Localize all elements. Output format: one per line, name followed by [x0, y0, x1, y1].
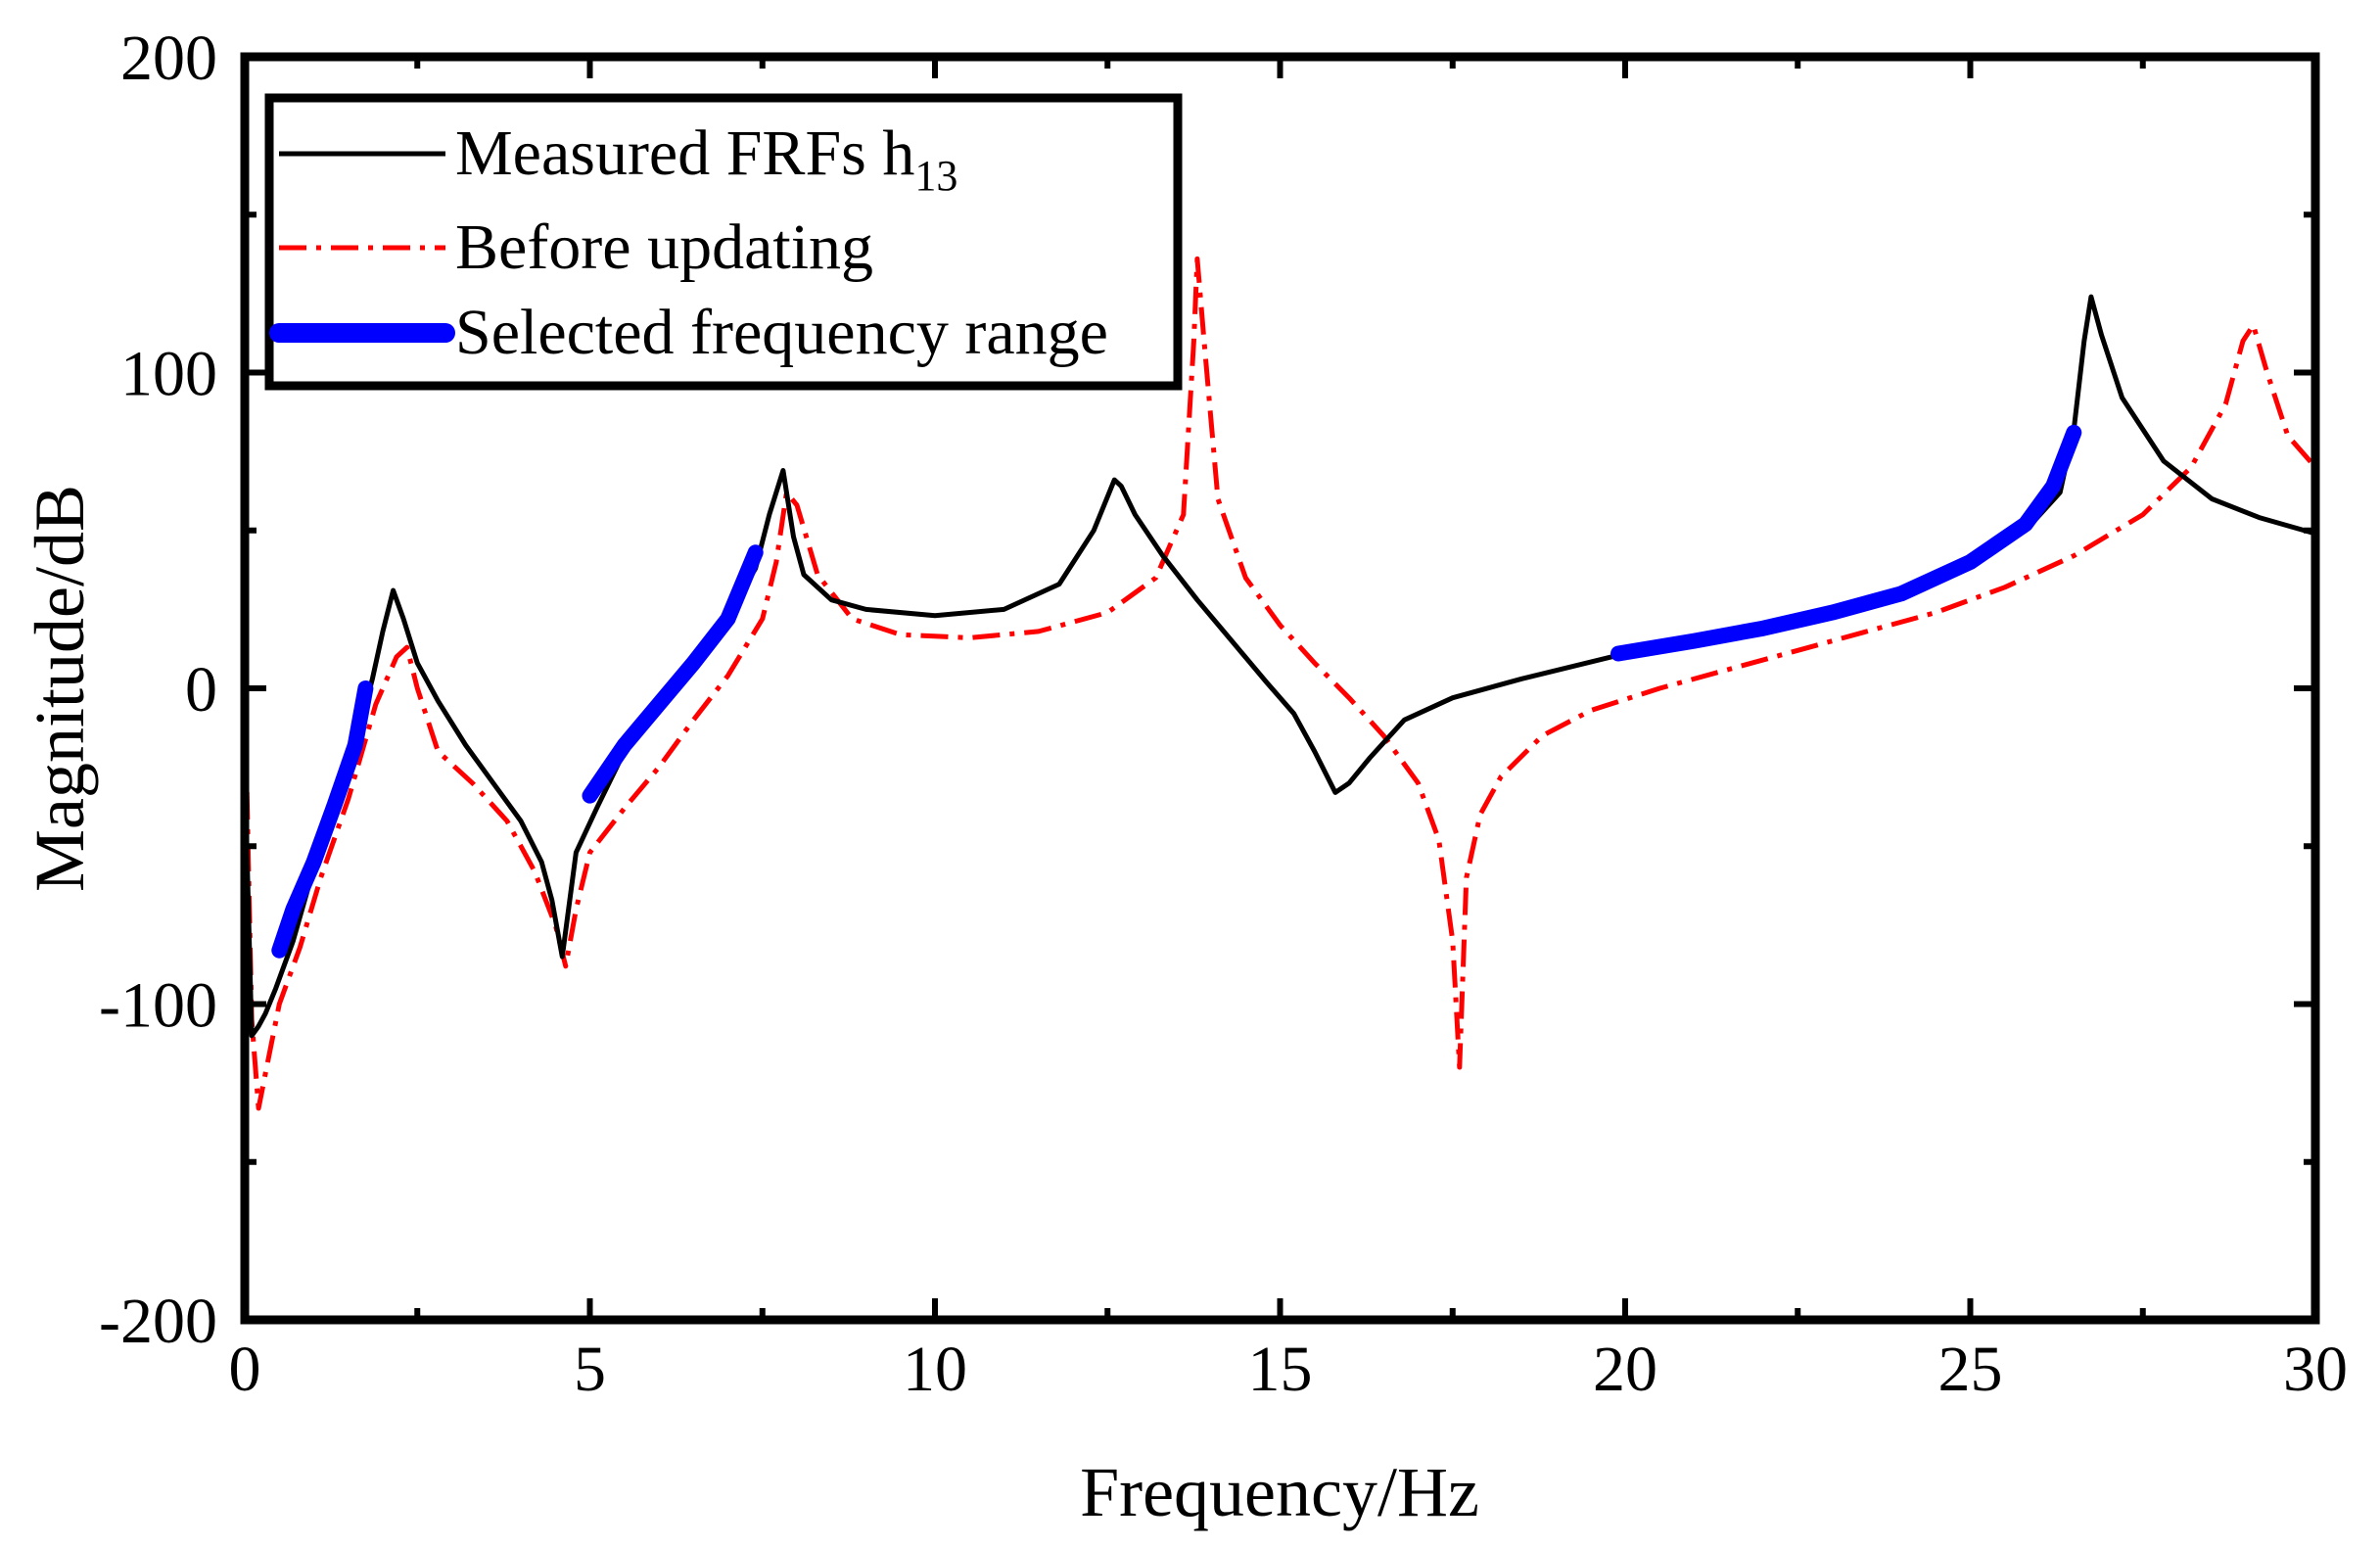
legend-label-measured-subscript: 13 [914, 152, 957, 200]
y-tick-label: 200 [120, 23, 217, 94]
x-axis-title: Frequency/Hz [1080, 1453, 1479, 1531]
y-axis-title: Magnitude/dB [21, 485, 99, 892]
y-tick-label: 100 [120, 339, 217, 410]
series-selected-range-3 [1610, 424, 2082, 662]
x-tick-label: 10 [903, 1334, 967, 1405]
legend: Measured FRFs h13 Before updating Select… [264, 93, 1183, 391]
x-tick-label: 0 [229, 1334, 261, 1405]
x-tick-label: 5 [574, 1334, 606, 1405]
legend-label-measured: Measured FRFs h13 [455, 117, 957, 200]
y-tick-label: -100 [99, 970, 217, 1042]
y-tick-label: 0 [185, 654, 217, 726]
legend-label-measured-main: Measured FRFs h [455, 117, 914, 189]
series-selected-range-2 [582, 544, 764, 804]
series-layer [245, 256, 2315, 1111]
series-selected-range-1 [271, 680, 374, 959]
series-measured-frf [245, 294, 2315, 1039]
legend-label-before: Before updating [455, 211, 873, 283]
series-before-updating [245, 256, 2315, 1111]
legend-label-selected: Selected frequency range [455, 297, 1108, 368]
x-tick-label: 25 [1938, 1334, 2003, 1405]
axes-layer: 0 5 10 15 20 25 30 -200 -100 0 100 200 [99, 23, 2348, 1405]
y-tick-label: -200 [99, 1286, 217, 1357]
x-tick-label: 30 [2283, 1334, 2348, 1405]
x-tick-label: 20 [1593, 1334, 1657, 1405]
x-tick-label: 15 [1248, 1334, 1313, 1405]
